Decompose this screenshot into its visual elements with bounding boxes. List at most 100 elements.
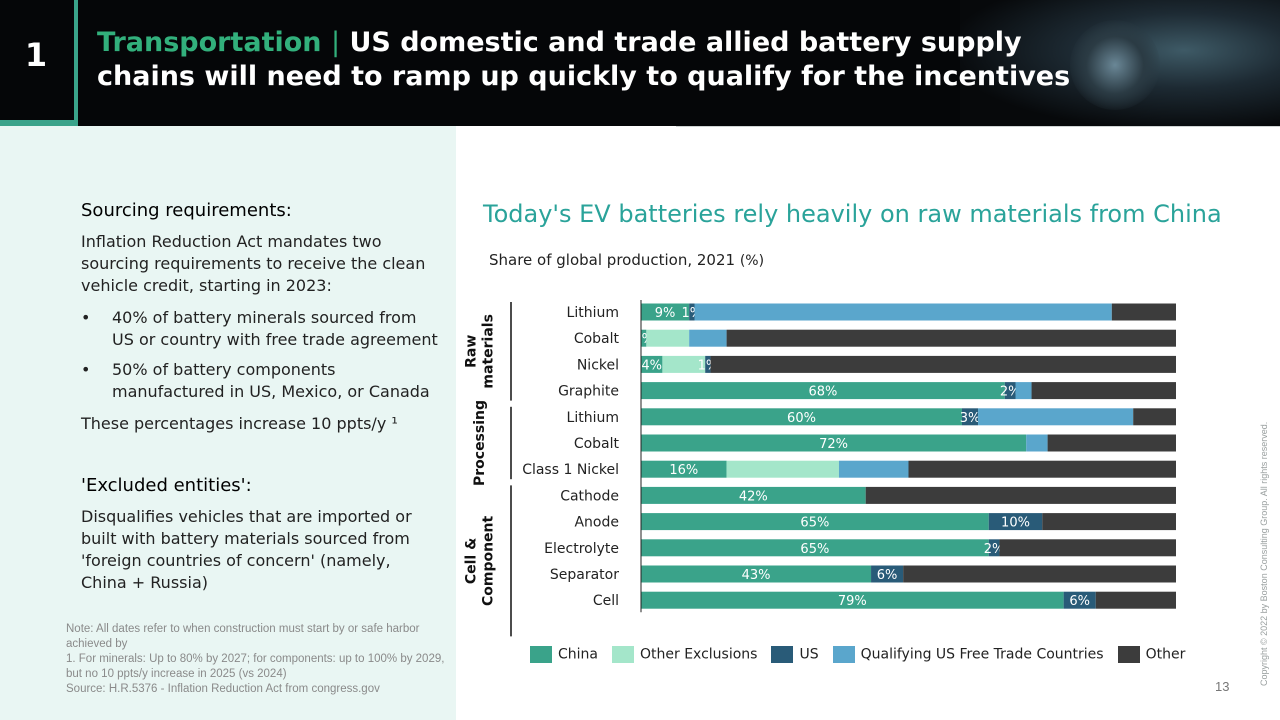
slide-number-accent-bar	[0, 120, 78, 126]
data-label: 68%	[808, 385, 837, 400]
legend-label: Other Exclusions	[640, 646, 758, 663]
bar-segment	[641, 355, 663, 373]
title-separator: |	[330, 27, 341, 58]
legend-swatch	[1117, 646, 1140, 663]
bar-segment	[641, 513, 989, 531]
bar-segment	[689, 303, 695, 321]
category-label: Cathode	[560, 488, 619, 504]
chart-title: Today's EV batteries rely heavily on raw…	[483, 200, 1222, 228]
legend-label: US	[799, 646, 819, 663]
group-label: Component	[481, 515, 497, 606]
category-label: Anode	[574, 515, 619, 531]
bar-segment	[641, 539, 989, 557]
data-label: 72%	[819, 437, 848, 452]
sourcing-intro: Inflation Reduction Act mandates two sou…	[81, 232, 426, 295]
category-label: Electrolyte	[544, 541, 619, 557]
bar-segment	[641, 591, 1064, 609]
note-line: 1. For minerals: Up to 80% by 2027; for …	[66, 653, 445, 680]
bullet-text: 50% of battery components manufactured i…	[112, 360, 430, 401]
increase-text: These percentages increase 10 ppts/y ¹	[81, 414, 398, 433]
category-label: Class 1 Nickel	[522, 462, 619, 478]
slide-title: Transportation | US domestic and trade a…	[97, 26, 1097, 94]
category-label: Nickel	[577, 357, 619, 373]
legend-swatch	[612, 646, 634, 663]
bar-segment	[1026, 434, 1048, 452]
slide-number-box: 1	[0, 0, 78, 120]
bar-segment	[1031, 382, 1176, 400]
copyright-text: Copyright © 2022 by Boston Consulting Gr…	[1259, 421, 1269, 686]
legend-item: Other	[1117, 646, 1186, 663]
bullet-text: 40% of battery minerals sourced from US …	[112, 308, 438, 349]
data-label: 42%	[739, 489, 768, 504]
data-label: 65%	[800, 516, 829, 531]
group-label: Raw	[464, 335, 480, 368]
data-label: 2%	[984, 542, 1005, 557]
title-line-1: US domestic and trade allied battery sup…	[349, 27, 1022, 58]
bar-segment	[726, 329, 1176, 347]
legend-swatch	[832, 646, 855, 663]
bar-segment	[1004, 382, 1016, 400]
bar-segment	[1042, 513, 1176, 531]
excluded-heading: 'Excluded entities':	[81, 475, 252, 496]
category-label: Graphite	[558, 384, 619, 400]
bar-segment	[710, 355, 1176, 373]
category-label: Separator	[550, 567, 619, 583]
header-photo-highlight	[1070, 20, 1160, 110]
group-label: Cell &	[464, 538, 480, 584]
bar-segment	[1133, 408, 1176, 426]
title-accent: Transportation	[97, 27, 322, 58]
data-label: 16%	[669, 463, 698, 478]
chart-subtitle: Share of global production, 2021 (%)	[489, 251, 764, 269]
bar-segment	[988, 513, 1043, 531]
bar-segment	[641, 329, 647, 347]
data-label: 2%	[1000, 385, 1021, 400]
chart-subtitle-text: Share of global production, 2021	[489, 251, 736, 269]
divider-line	[676, 126, 1280, 127]
legend-label: Other	[1145, 646, 1186, 663]
bullet-glyph: •	[81, 308, 91, 327]
bar-segment	[641, 565, 872, 583]
sourcing-heading: Sourcing requirements:	[81, 200, 292, 221]
bar-segment	[1015, 382, 1032, 400]
bar-segment	[641, 486, 866, 504]
group-label: Processing	[472, 400, 488, 486]
bar-segment	[1111, 303, 1176, 321]
bar-segment	[999, 539, 1176, 557]
slide-number: 1	[24, 36, 48, 74]
category-label: Lithium	[567, 410, 619, 426]
data-label: 79%	[838, 594, 867, 609]
legend-label: Qualifying US Free Trade Countries	[860, 646, 1104, 663]
legend-swatch	[771, 646, 794, 663]
bar-segment	[871, 565, 904, 583]
category-label: Cobalt	[574, 331, 620, 347]
bar-segment	[662, 355, 706, 373]
bar-segment	[646, 329, 690, 347]
left-panel	[0, 126, 456, 720]
legend-item: China	[530, 646, 598, 663]
excluded-text: Disqualifies vehicles that are imported …	[81, 507, 412, 592]
note-line: Note: All dates refer to when constructi…	[66, 623, 420, 650]
chart-unit: (%)	[739, 253, 765, 269]
slide-header: 1 Transportation | US domestic and trade…	[0, 0, 1280, 126]
bar-segment	[689, 329, 727, 347]
bar-segment	[705, 355, 711, 373]
bar-segment	[641, 434, 1027, 452]
bar-segment	[838, 460, 909, 478]
bar-segment	[962, 408, 979, 426]
bar-segment	[903, 565, 1176, 583]
bar-segment	[1063, 591, 1096, 609]
page-number: 13	[1215, 679, 1230, 694]
bullet-glyph: •	[81, 360, 91, 379]
data-label: 65%	[800, 542, 829, 557]
data-label: 6%	[877, 568, 898, 583]
category-label: Cell	[593, 593, 619, 609]
bar-segment	[988, 539, 1000, 557]
title-line-2: chains will need to ramp up quickly to q…	[97, 61, 1071, 92]
bar-segment	[641, 408, 962, 426]
legend-swatch	[530, 646, 552, 663]
data-label: 9%	[655, 306, 676, 321]
legend-item: Other Exclusions	[612, 646, 757, 663]
bar-segment	[726, 460, 839, 478]
data-label: 43%	[742, 568, 771, 583]
